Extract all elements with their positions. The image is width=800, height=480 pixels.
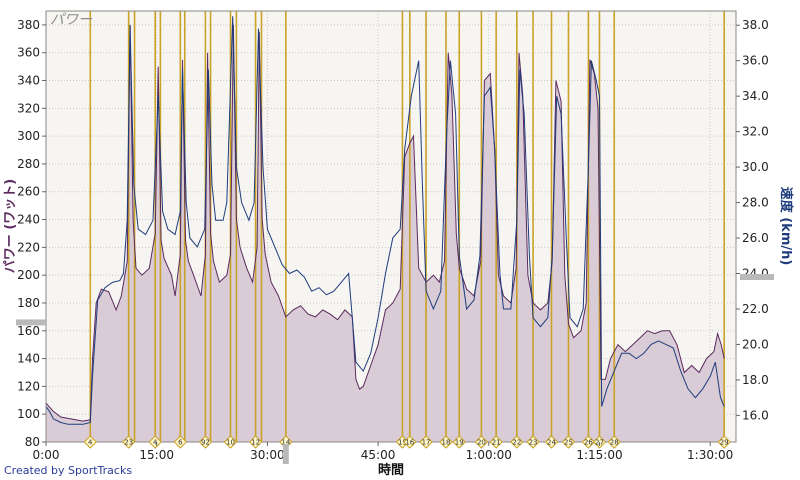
- y2-tick-label: 26.0: [742, 231, 769, 245]
- right-axis-marker: [740, 274, 774, 281]
- x-tick-label: 1:15:00: [576, 448, 622, 462]
- y2-tick-label: 22.0: [742, 302, 769, 316]
- lap-marker-label: 18: [442, 439, 451, 447]
- lap-marker-label: 25: [564, 439, 573, 447]
- lap-marker-label: 15: [398, 439, 407, 447]
- lap-marker: [510, 435, 524, 449]
- y-tick-label: 360: [17, 46, 40, 60]
- y-tick-label: 200: [17, 268, 40, 282]
- lap-marker: [474, 435, 489, 449]
- y2-tick-label: 38.0: [742, 18, 769, 32]
- x-tick-label: 0:00: [33, 448, 60, 462]
- y-tick-label: 320: [17, 101, 40, 115]
- lap-marker: [489, 435, 503, 449]
- speed-line: [46, 16, 725, 425]
- y-tick-label: 180: [17, 296, 40, 310]
- lap-marker-label: 12: [251, 439, 260, 447]
- lap-marker: [223, 435, 238, 449]
- lap-marker: [561, 435, 576, 449]
- lap-marker-label: 29: [720, 439, 729, 447]
- lap-marker-label: 28: [610, 439, 619, 447]
- lap-marker-label: 19: [455, 439, 464, 447]
- left-axis-ticks: 80 100 120 140 160 180 200 220 240 260 280 300 320 34…: [17, 18, 46, 449]
- y-tick-label: 280: [17, 157, 40, 171]
- x-axis-ticks: 0:00 15:00 30:00 45:00 1:00:00 1:15:00 1:30:00: [33, 442, 733, 462]
- y-tick-label: 80: [25, 435, 40, 449]
- y-axis-title: パワー (ワット): [3, 179, 18, 273]
- x-axis-title: 時間: [378, 462, 404, 478]
- lap-marker-label: 10: [226, 439, 235, 447]
- credit-text: Created by SportTracks: [4, 464, 133, 477]
- y-tick-label: 220: [17, 240, 40, 254]
- left-axis-marker: [16, 319, 46, 326]
- y-tick-label: 380: [17, 18, 40, 32]
- y2-axis-title: 速度 (km/h): [778, 187, 794, 266]
- y2-tick-label: 34.0: [742, 89, 769, 103]
- right-axis-ticks: 16.018.020.022.024.026.028.030.032.034.0…: [736, 18, 769, 422]
- x-tick-label: 30:00: [250, 448, 285, 462]
- lap-marker: [148, 435, 162, 449]
- bottom-axis-marker: [282, 444, 289, 464]
- lap-marker: [544, 435, 559, 449]
- y-tick-label: 120: [17, 379, 40, 393]
- lap-marker: [717, 435, 731, 449]
- lap-marker: [581, 435, 596, 449]
- power-line: [46, 24, 725, 422]
- chart-title: パワー: [50, 12, 93, 28]
- y2-tick-label: 20.0: [742, 337, 769, 351]
- lap-marker: [83, 435, 97, 449]
- y2-tick-label: 36.0: [742, 54, 769, 68]
- lap-marker-label: 4: [88, 439, 93, 447]
- x-tick-label: 1:30:00: [687, 448, 733, 462]
- lap-marker: [526, 435, 540, 449]
- plot-frame: [45, 10, 737, 443]
- lap-marker-label: 6: [178, 439, 183, 447]
- lap-marker-label: 4: [153, 439, 158, 447]
- y2-tick-label: 32.0: [742, 125, 769, 139]
- y-tick-label: 340: [17, 74, 40, 88]
- x-tick-label: 45:00: [361, 448, 396, 462]
- lap-marker: [607, 435, 621, 449]
- lap-lines: [89, 11, 725, 442]
- y-tick-label: 260: [17, 185, 40, 199]
- lap-marker-label: 17: [422, 439, 431, 447]
- y-tick-label: 100: [17, 407, 40, 421]
- lap-marker: [452, 435, 466, 449]
- y2-tick-label: 30.0: [742, 160, 769, 174]
- y-tick-label: 240: [17, 213, 40, 227]
- y2-tick-label: 16.0: [742, 408, 769, 422]
- y2-tick-label: 28.0: [742, 196, 769, 210]
- lap-marker-label: 21: [492, 439, 501, 447]
- lap-marker: [419, 435, 433, 449]
- y-tick-label: 160: [17, 324, 40, 338]
- lap-marker-label: 16: [405, 439, 414, 447]
- lap-marker-label: 23: [529, 439, 538, 447]
- lap-marker-label: 20: [477, 439, 486, 447]
- axis-markers: [16, 274, 774, 464]
- lap-marker-label: 22: [512, 439, 521, 447]
- lap-marker: [121, 435, 136, 449]
- x-tick-label: 15:00: [139, 448, 174, 462]
- lap-marker: [439, 435, 453, 449]
- lap-marker-label: 23: [124, 439, 133, 447]
- lap-marker-label: 92: [201, 439, 210, 447]
- lap-marker-label: 14: [281, 439, 290, 447]
- lap-marker-label: 24: [547, 439, 556, 447]
- y-tick-label: 140: [17, 352, 40, 366]
- lap-marker: [173, 435, 188, 449]
- lap-marker: [248, 435, 263, 449]
- x-tick-label: 1:00:00: [466, 448, 512, 462]
- power-area: [46, 24, 725, 442]
- y-tick-label: 300: [17, 129, 40, 143]
- lap-marker: [403, 435, 417, 449]
- y2-tick-label: 18.0: [742, 373, 769, 387]
- lap-marker: [198, 435, 213, 449]
- lap-marker-label: 26: [584, 439, 593, 447]
